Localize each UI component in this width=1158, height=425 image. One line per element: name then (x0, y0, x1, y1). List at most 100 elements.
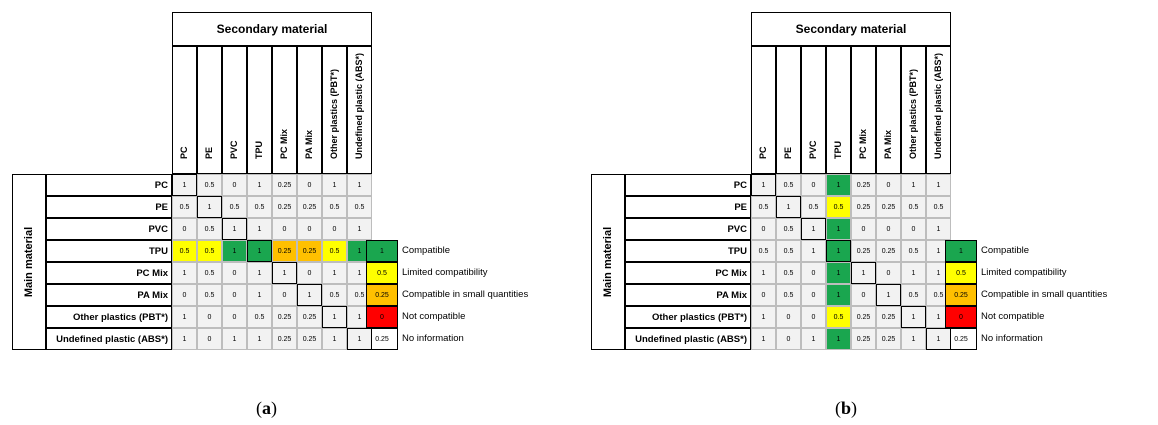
column-header: PE (197, 46, 222, 174)
matrix-cell: 0.5 (322, 196, 347, 218)
secondary-material-header: Secondary material (751, 12, 951, 46)
matrix-cell: 1 (826, 262, 851, 284)
matrix-cell: 1 (801, 328, 826, 350)
matrix-cell: 0 (876, 218, 901, 240)
matrix-cell: 0.5 (247, 196, 272, 218)
column-header-label: Undefined plastic (ABS*) (932, 52, 943, 159)
panel-b: Secondary material PC PE PVC TPU PC Mix PA Mix… (579, 0, 1158, 425)
matrix-cell: 1 (347, 306, 372, 328)
matrix-cell: 0.5 (901, 240, 926, 262)
matrix-cell: 0.5 (197, 284, 222, 306)
row-header: Other plastics (PBT*) (46, 306, 172, 328)
matrix-cell: 0 (776, 306, 801, 328)
main-material-label: Main material (12, 174, 46, 350)
matrix-cell: 0 (801, 174, 826, 196)
main-material-text: Main material (602, 226, 614, 298)
matrix-cell: 0.5 (901, 196, 926, 218)
matrix-cell: 1 (222, 328, 247, 350)
matrix-cell: 1 (197, 196, 222, 218)
row-header: PVC (625, 218, 751, 240)
legend-label: Limited compatibility (402, 267, 488, 278)
column-header: Undefined plastic (ABS*) (347, 46, 372, 174)
row-header: PC Mix (625, 262, 751, 284)
matrix-cell: 1 (751, 262, 776, 284)
matrix-cell: 0 (297, 218, 322, 240)
matrix-cell: 0.5 (322, 240, 347, 262)
row-header: Other plastics (PBT*) (625, 306, 751, 328)
matrix-cell: 1 (926, 328, 951, 350)
column-header: PC (751, 46, 776, 174)
matrix-cell: 1 (826, 218, 851, 240)
column-header: Undefined plastic (ABS*) (926, 46, 951, 174)
matrix-cell: 0.25 (297, 240, 322, 262)
row-header: PC (46, 174, 172, 196)
matrix-cell: 0.25 (272, 240, 297, 262)
secondary-material-header: Secondary material (172, 12, 372, 46)
column-header-label: PC Mix (278, 128, 289, 159)
matrix-cell: 0.5 (826, 306, 851, 328)
matrix-cell: 1 (347, 174, 372, 196)
matrix-cell: 1 (247, 262, 272, 284)
matrix-cell: 0 (197, 328, 222, 350)
legend-label: Not compatible (402, 311, 466, 322)
caption-letter: a (262, 398, 271, 418)
matrix-cell: 1 (297, 284, 322, 306)
matrix-cell: 1 (901, 262, 926, 284)
matrix-cell: 0.5 (172, 240, 197, 262)
matrix-cell: 1 (322, 262, 347, 284)
matrix-cell: 1 (172, 306, 197, 328)
matrix-cell: 0 (197, 306, 222, 328)
matrix-cell: 0 (172, 284, 197, 306)
column-header-label: Other plastics (PBT*) (907, 68, 918, 159)
matrix-cell: 1 (172, 174, 197, 196)
matrix-cell: 1 (247, 218, 272, 240)
matrix-cell: 0.5 (322, 284, 347, 306)
row-header: PE (625, 196, 751, 218)
matrix-cell: 0.5 (247, 306, 272, 328)
matrix-cell: 0.5 (347, 196, 372, 218)
matrix-cell: 1 (322, 306, 347, 328)
legend-label: Compatible (402, 245, 451, 256)
matrix-cell: 1 (926, 174, 951, 196)
column-header-label: PC Mix (857, 128, 868, 159)
column-header-label: PC (757, 146, 768, 159)
matrix-cell: 0.25 (297, 306, 322, 328)
legend-label: Limited compatibility (981, 267, 1067, 278)
column-header: Other plastics (PBT*) (901, 46, 926, 174)
column-header: Other plastics (PBT*) (322, 46, 347, 174)
matrix-cell: 1 (347, 218, 372, 240)
matrix-cell: 0.5 (776, 284, 801, 306)
matrix-cell: 0 (851, 284, 876, 306)
matrix-cell: 0.25 (272, 196, 297, 218)
matrix-cell: 0.25 (851, 240, 876, 262)
matrix-cell: 0 (751, 284, 776, 306)
legend-swatch: 0 (366, 306, 398, 328)
matrix-cell: 0 (876, 262, 901, 284)
matrix-cell: 1 (801, 240, 826, 262)
matrix-cell: 0.25 (876, 196, 901, 218)
column-header: PA Mix (297, 46, 322, 174)
matrix-cell: 1 (222, 240, 247, 262)
row-header: PC (625, 174, 751, 196)
matrix-cell: 0.25 (272, 306, 297, 328)
matrix-cell: 1 (901, 328, 926, 350)
matrix-cell: 1 (172, 262, 197, 284)
row-header: TPU (46, 240, 172, 262)
matrix-cell: 0 (297, 262, 322, 284)
legend-label: Compatible in small quantities (981, 289, 1108, 300)
matrix-cell: 0.5 (826, 196, 851, 218)
matrix-cell: 0.5 (197, 218, 222, 240)
column-header: PVC (801, 46, 826, 174)
matrix-cell: 1 (826, 284, 851, 306)
matrix-cell: 0.5 (776, 218, 801, 240)
column-header-label: PVC (807, 140, 818, 159)
matrix-cell: 0.25 (876, 306, 901, 328)
matrix-cell: 1 (272, 262, 297, 284)
column-header-label: PA Mix (303, 129, 314, 159)
column-header-label: TPU (253, 141, 264, 159)
matrix-cell: 1 (826, 240, 851, 262)
matrix-cell: 0.5 (776, 174, 801, 196)
matrix-cell: 0.5 (751, 240, 776, 262)
matrix-cell: 0 (751, 218, 776, 240)
matrix-cell: 1 (826, 328, 851, 350)
